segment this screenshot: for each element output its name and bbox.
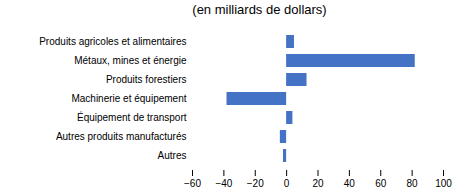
svg-text:0: 0 <box>284 178 290 189</box>
svg-text:Métaux, mines et énergie: Métaux, mines et énergie <box>74 55 187 66</box>
html-text:(en milliards de dollars): (en milliards de dollars) <box>192 2 327 17</box>
svg-text:Produits agricoles et alimenta: Produits agricoles et alimentaires <box>39 36 186 47</box>
svg-text:−20: −20 <box>247 178 264 189</box>
svg-text:80: 80 <box>407 178 419 189</box>
svg-text:Produits forestiers: Produits forestiers <box>106 74 187 85</box>
svg-text:20: 20 <box>312 178 324 189</box>
svg-text:60: 60 <box>375 178 387 189</box>
svg-text:−40: −40 <box>215 178 232 189</box>
svg-text:−60: −60 <box>184 178 201 189</box>
svg-text:40: 40 <box>344 178 356 189</box>
svg-text:Autres produits manufacturés: Autres produits manufacturés <box>56 131 187 142</box>
svg-text:Équipement de transport: Équipement de transport <box>77 111 187 123</box>
svg-text:100: 100 <box>435 178 452 189</box>
svg-text:Autres: Autres <box>158 150 187 161</box>
svg-text:Machinerie et équipement: Machinerie et équipement <box>71 93 186 104</box>
